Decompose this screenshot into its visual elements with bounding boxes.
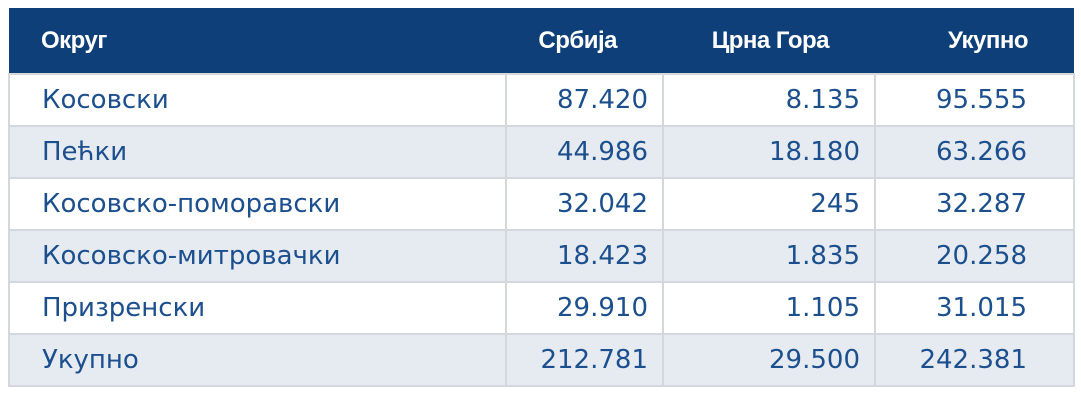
value-cell: 29.910 [505, 281, 664, 335]
value-cell: 18.423 [505, 229, 664, 283]
header-row: Округ Србија Црна Гора Укупно [9, 8, 1074, 74]
district-cell: Косовско-митровачки [8, 229, 507, 283]
table-row: Косовско-поморавски 32.042 245 32.287 [8, 177, 1075, 231]
district-cell: Косовски [8, 73, 507, 127]
header-cell: Црна Гора [663, 8, 875, 74]
value-cell: 32.042 [505, 177, 664, 231]
district-cell: Косовско-поморавски [8, 177, 507, 231]
data-table: Округ Србија Црна Гора Укупно Косовски 87.42… [8, 8, 1075, 387]
value-cell: 31.015 [874, 281, 1075, 335]
header-cell: Србија [506, 8, 663, 74]
value-cell: 212.781 [505, 333, 664, 387]
table-body: Косовски 87.420 8.135 95.555 Пећки 44.986 18.1… [8, 73, 1075, 387]
header-cell: Округ [9, 8, 506, 74]
header-cell: Укупно [875, 8, 1074, 74]
value-cell: 44.986 [505, 125, 664, 179]
value-cell: 1.835 [662, 229, 876, 283]
table-row: Пећки 44.986 18.180 63.266 [8, 125, 1075, 179]
value-cell: 63.266 [874, 125, 1075, 179]
value-cell: 95.555 [874, 73, 1075, 127]
value-cell: 32.287 [874, 177, 1075, 231]
value-cell: 1.105 [662, 281, 876, 335]
table-container: Округ Србија Црна Гора Укупно Косовски 87.42… [8, 8, 1075, 387]
district-cell: Укупно [8, 333, 507, 387]
table-row: Косовско-митровачки 18.423 1.835 20.258 [8, 229, 1075, 283]
value-cell: 29.500 [662, 333, 876, 387]
district-cell: Пећки [8, 125, 507, 179]
value-cell: 242.381 [874, 333, 1075, 387]
value-cell: 87.420 [505, 73, 664, 127]
table-row: Косовски 87.420 8.135 95.555 [8, 73, 1075, 127]
table-row: Призренски 29.910 1.105 31.015 [8, 281, 1075, 335]
value-cell: 8.135 [662, 73, 876, 127]
table-header: Округ Србија Црна Гора Укупно [9, 8, 1074, 74]
value-cell: 20.258 [874, 229, 1075, 283]
district-cell: Призренски [8, 281, 507, 335]
table-row: Укупно 212.781 29.500 242.381 [8, 333, 1075, 387]
value-cell: 245 [662, 177, 876, 231]
value-cell: 18.180 [662, 125, 876, 179]
